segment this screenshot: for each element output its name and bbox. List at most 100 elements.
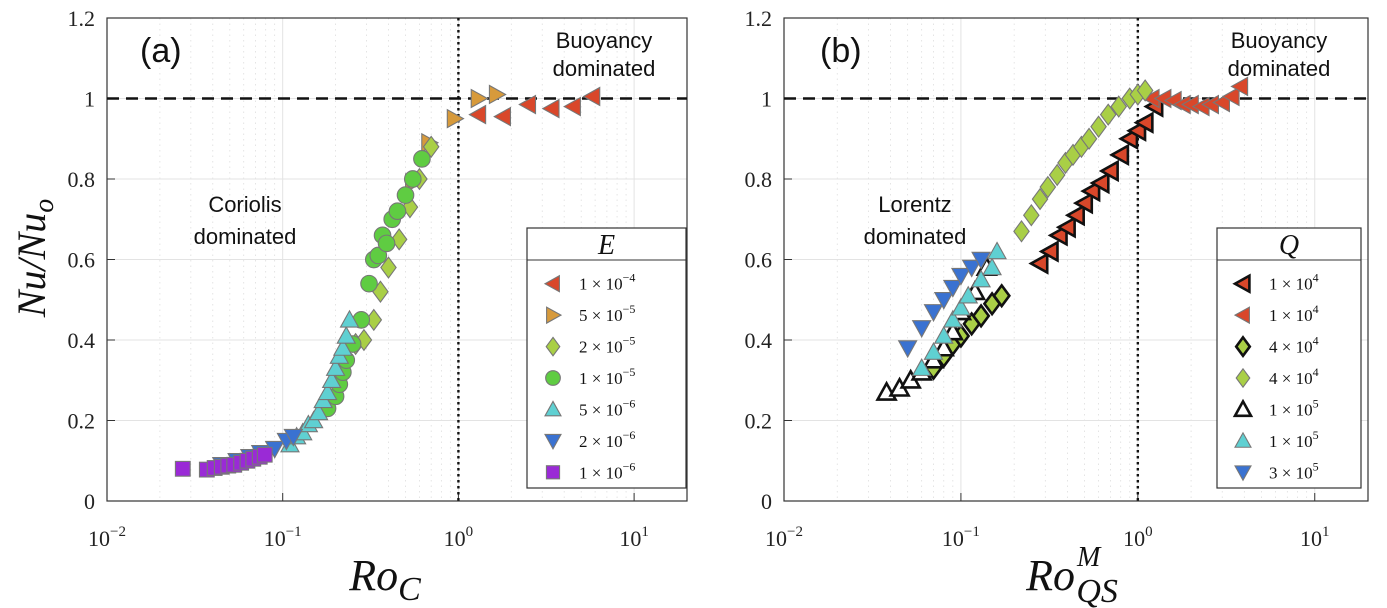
legend-label: 1 × 104 bbox=[1269, 271, 1319, 294]
data-point bbox=[488, 84, 507, 105]
data-point bbox=[355, 328, 373, 352]
legend: E 1 × 10−4 5 × 10−5 2 × 10−5 1 × 10−5 5 × 10−… bbox=[526, 227, 687, 489]
y-tick-label: 0.4 bbox=[68, 328, 96, 353]
data-point bbox=[468, 104, 487, 125]
legend-label: 5 × 10−6 bbox=[579, 396, 635, 419]
data-point bbox=[1064, 204, 1085, 227]
legend-label: 4 × 104 bbox=[1269, 334, 1319, 357]
series-0 bbox=[468, 86, 601, 127]
data-point bbox=[360, 274, 378, 293]
data-point bbox=[961, 259, 982, 278]
data-point bbox=[1048, 163, 1066, 187]
legend-marker bbox=[546, 306, 563, 325]
x-tick-label: 10−2 bbox=[88, 524, 126, 551]
data-point bbox=[377, 234, 396, 253]
x-axis-label: RoC bbox=[348, 551, 421, 608]
legend-title: E bbox=[597, 230, 615, 261]
data-point bbox=[971, 269, 992, 288]
data-point bbox=[1230, 76, 1249, 97]
panel-label: (b) bbox=[820, 32, 862, 70]
annotation-left-line1: Lorentz bbox=[878, 192, 951, 217]
legend-label: 3 × 105 bbox=[1269, 459, 1319, 482]
data-point bbox=[1221, 86, 1240, 107]
legend-label: 1 × 105 bbox=[1269, 428, 1319, 451]
data-point bbox=[339, 309, 360, 328]
legend-marker bbox=[1233, 306, 1250, 325]
legend-label: 5 × 10−5 bbox=[579, 302, 635, 325]
legend-label: 1 × 10−5 bbox=[579, 365, 635, 388]
data-point bbox=[369, 246, 388, 265]
data-point bbox=[380, 256, 397, 279]
y-tick-label: 0.6 bbox=[745, 248, 773, 273]
annotation-left-line1: Coriolis bbox=[208, 192, 281, 217]
data-point bbox=[388, 202, 407, 221]
annotation-right-line2: dominated bbox=[1228, 56, 1331, 81]
x-tick-label: 101 bbox=[1300, 524, 1330, 551]
x-tick-label: 101 bbox=[619, 524, 649, 551]
data-point bbox=[1136, 79, 1154, 102]
data-point bbox=[1022, 203, 1040, 227]
data-point bbox=[1099, 103, 1117, 126]
y-tick-label: 0.4 bbox=[745, 328, 773, 353]
data-point bbox=[283, 428, 304, 447]
y-tick-label: 1 bbox=[761, 87, 772, 112]
data-point bbox=[470, 88, 489, 109]
data-point bbox=[950, 267, 971, 286]
legend-marker bbox=[1232, 273, 1251, 294]
data-point bbox=[403, 170, 422, 188]
data-point bbox=[422, 135, 440, 159]
data-point bbox=[317, 382, 338, 401]
annotation-right-line2: dominated bbox=[553, 56, 656, 81]
series-5 bbox=[911, 241, 1007, 376]
data-point bbox=[971, 303, 991, 329]
data-point bbox=[942, 279, 963, 298]
data-point bbox=[1089, 171, 1110, 195]
data-point bbox=[911, 358, 932, 376]
data-point bbox=[932, 336, 955, 357]
legend-marker bbox=[1234, 335, 1252, 358]
data-point bbox=[1110, 95, 1128, 118]
y-tick-label: 0 bbox=[84, 489, 95, 514]
series-6 bbox=[897, 251, 992, 359]
data-point bbox=[982, 257, 1003, 276]
data-point bbox=[950, 297, 971, 316]
data-point bbox=[1109, 143, 1130, 167]
data-point bbox=[332, 337, 353, 356]
data-point bbox=[1072, 191, 1094, 215]
annotation-left-line2: dominated bbox=[194, 224, 297, 249]
data-point bbox=[336, 325, 357, 344]
y-tick-label: 1.2 bbox=[745, 6, 773, 31]
x-tick-label: 100 bbox=[444, 524, 474, 551]
data-point bbox=[390, 228, 408, 251]
legend-marker bbox=[1234, 431, 1252, 448]
data-point bbox=[563, 96, 581, 117]
data-point bbox=[308, 402, 329, 421]
data-point bbox=[541, 98, 560, 119]
data-point bbox=[1055, 216, 1076, 239]
series-3 bbox=[1013, 79, 1154, 243]
y-axis-label: Nu/Nuo bbox=[9, 199, 60, 318]
data-point bbox=[396, 186, 415, 204]
x-tick-label: 10−1 bbox=[264, 524, 302, 551]
annotation-left-line2: dominated bbox=[864, 224, 967, 249]
data-point bbox=[518, 94, 537, 115]
legend-marker bbox=[1234, 465, 1252, 482]
data-point bbox=[1038, 240, 1059, 263]
legend-label: 1 × 10−4 bbox=[579, 271, 635, 294]
data-point bbox=[1080, 127, 1098, 151]
data-point bbox=[971, 251, 992, 270]
y-tick-label: 0.8 bbox=[745, 167, 773, 192]
legend-marker bbox=[545, 370, 561, 386]
data-point bbox=[1031, 187, 1049, 211]
data-point bbox=[1090, 115, 1107, 138]
y-tick-label: 0.2 bbox=[745, 409, 773, 434]
panel-a: 10−2 10−1 100 101 0 0.2 0.4 0.6 0.8 1 1.2 (a) Coriol… bbox=[68, 6, 688, 608]
x-axis-label: RoM QS bbox=[1025, 542, 1118, 608]
y-tick-label: 1 bbox=[84, 87, 95, 112]
data-point bbox=[325, 358, 346, 376]
data-point bbox=[1098, 159, 1119, 183]
x-tick-label: 10−1 bbox=[942, 524, 980, 551]
data-point bbox=[413, 150, 431, 168]
series-0 bbox=[1028, 95, 1164, 275]
